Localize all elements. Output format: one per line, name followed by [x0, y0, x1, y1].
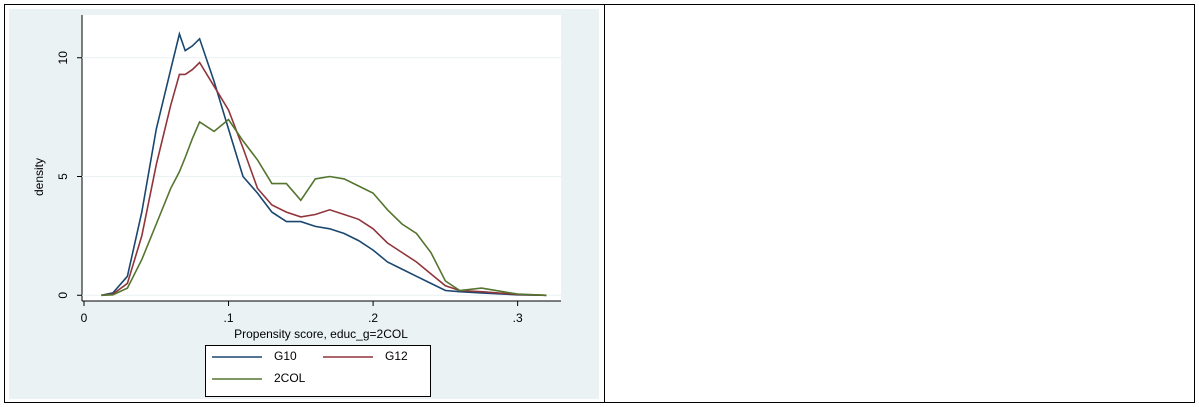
x-axis-title: Propensity score, educ_g=2COL [234, 327, 408, 341]
plot-region [82, 15, 561, 301]
y-tick-label: 10 [56, 51, 70, 65]
legend-label: G10 [274, 349, 297, 363]
x-tick-label: .2 [368, 311, 378, 325]
x-tick-label: 0 [81, 311, 88, 325]
legend-label: 2COL [274, 371, 306, 385]
x-tick-label: .3 [513, 311, 523, 325]
x-tick-label: .1 [224, 311, 234, 325]
density-line [101, 118, 547, 297]
legend [205, 345, 431, 397]
y-tick-label: 5 [56, 173, 70, 180]
density-line [101, 31, 547, 297]
density-line [101, 61, 547, 297]
y-tick-label: 0 [56, 292, 70, 299]
y-axis-title: density [32, 158, 46, 196]
legend-label: G12 [385, 349, 408, 363]
